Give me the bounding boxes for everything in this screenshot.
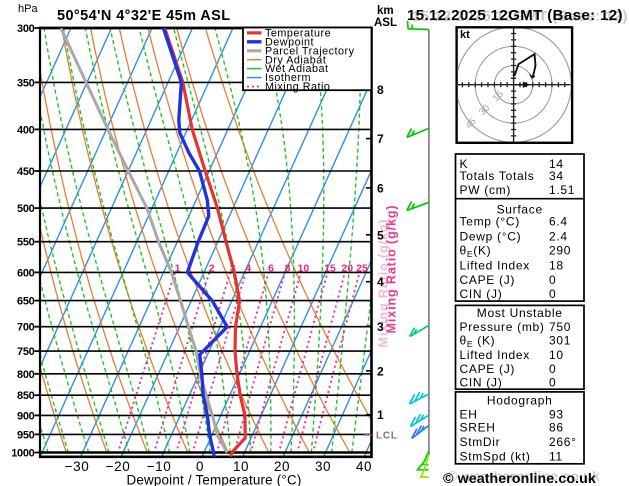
- svg-text:650: 650: [17, 296, 35, 308]
- svg-text:kt: kt: [460, 29, 470, 41]
- svg-text:LCL: LCL: [376, 431, 398, 442]
- svg-text:750: 750: [549, 320, 571, 334]
- svg-text:0: 0: [549, 287, 556, 301]
- svg-text:15.12.2025 12GMT (Base: 12): 15.12.2025 12GMT (Base: 12): [407, 7, 623, 24]
- svg-text:Mixing Ratio (g/kg): Mixing Ratio (g/kg): [385, 205, 399, 334]
- svg-text:Mixing Ratio: Mixing Ratio: [265, 81, 330, 93]
- svg-text:450: 450: [17, 166, 35, 178]
- svg-text:40: 40: [356, 459, 372, 474]
- svg-text:301: 301: [549, 333, 571, 347]
- svg-text:11: 11: [549, 449, 563, 463]
- svg-text:CAPE (J): CAPE (J): [460, 273, 516, 287]
- svg-text:350: 350: [17, 77, 35, 89]
- svg-text:θE(K): θE(K): [460, 244, 492, 260]
- svg-text:850: 850: [17, 390, 35, 402]
- svg-text:6: 6: [268, 263, 274, 275]
- svg-text:1000: 1000: [11, 448, 34, 460]
- svg-text:EH: EH: [460, 407, 478, 421]
- svg-text:hPa: hPa: [18, 3, 38, 15]
- svg-text:PW (cm): PW (cm): [460, 183, 512, 197]
- svg-text:CIN (J): CIN (J): [460, 376, 503, 390]
- svg-text:86: 86: [549, 421, 564, 435]
- svg-text:700: 700: [17, 322, 35, 334]
- svg-text:550: 550: [17, 237, 35, 249]
- svg-text:6.4: 6.4: [549, 214, 568, 228]
- svg-text:Temp (°C): Temp (°C): [460, 214, 520, 228]
- svg-text:© weatheronline.co.uk: © weatheronline.co.uk: [447, 469, 600, 485]
- svg-text:−20: −20: [106, 459, 130, 474]
- svg-text:4: 4: [377, 275, 384, 289]
- svg-text:750: 750: [17, 346, 35, 358]
- svg-text:18: 18: [549, 258, 564, 272]
- svg-text:15.12.2025 12GMT (Base: 12): 15.12.2025 12GMT (Base: 12): [412, 8, 628, 25]
- svg-text:2.4: 2.4: [549, 230, 568, 244]
- svg-text:ASL: ASL: [374, 17, 397, 29]
- svg-text:50°54'N 4°32'E 45m ASL: 50°54'N 4°32'E 45m ASL: [57, 8, 230, 24]
- svg-text:1: 1: [377, 408, 384, 422]
- svg-text:5: 5: [377, 228, 384, 242]
- svg-text:8: 8: [285, 263, 291, 275]
- svg-text:Temperature: Temperature: [265, 28, 331, 40]
- svg-text:300: 300: [17, 23, 35, 35]
- svg-text:CIN (J): CIN (J): [460, 287, 503, 301]
- svg-text:Dry Adiabat: Dry Adiabat: [265, 54, 326, 66]
- svg-text:Dewpoint: Dewpoint: [265, 36, 314, 48]
- svg-text:7: 7: [377, 132, 384, 146]
- svg-text:15: 15: [324, 263, 336, 275]
- svg-text:Mixing Ratio (g/kg): Mixing Ratio (g/kg): [377, 219, 391, 348]
- svg-text:25: 25: [356, 263, 368, 275]
- svg-text:290: 290: [549, 244, 571, 258]
- svg-text:34: 34: [549, 169, 564, 183]
- svg-text:Most Unstable: Most Unstable: [477, 306, 563, 320]
- svg-text:CAPE (J): CAPE (J): [460, 362, 516, 376]
- svg-text:3: 3: [377, 320, 384, 334]
- svg-text:StmSpd (kt): StmSpd (kt): [460, 449, 531, 463]
- svg-text:10: 10: [549, 348, 564, 362]
- svg-text:−30: −30: [65, 459, 89, 474]
- svg-text:Parcel Trajectory: Parcel Trajectory: [265, 45, 355, 57]
- svg-text:Pressure (mb): Pressure (mb): [460, 320, 545, 334]
- svg-text:0: 0: [549, 376, 556, 390]
- svg-text:400: 400: [17, 124, 35, 136]
- svg-text:Dewp (°C): Dewp (°C): [460, 230, 522, 244]
- svg-text:Dewpoint / Temperature (°C): Dewpoint / Temperature (°C): [127, 473, 302, 486]
- svg-text:K: K: [460, 157, 469, 171]
- svg-text:950: 950: [17, 429, 35, 441]
- svg-text:0: 0: [196, 459, 204, 474]
- svg-text:30: 30: [315, 459, 331, 474]
- svg-text:0: 0: [549, 362, 556, 376]
- svg-text:Wet Adiabat: Wet Adiabat: [265, 63, 329, 75]
- svg-text:2: 2: [377, 364, 384, 378]
- svg-text:1: 1: [175, 263, 181, 275]
- svg-text:900: 900: [17, 410, 35, 422]
- svg-text:14: 14: [549, 157, 564, 171]
- svg-text:10: 10: [298, 263, 310, 275]
- svg-text:1.51: 1.51: [549, 183, 575, 197]
- svg-text:Surface: Surface: [497, 203, 543, 217]
- svg-text:Isotherm: Isotherm: [265, 72, 311, 84]
- svg-text:20: 20: [274, 459, 290, 474]
- svg-text:−10: −10: [147, 459, 171, 474]
- svg-text:266°: 266°: [549, 435, 577, 449]
- svg-text:500: 500: [17, 203, 35, 215]
- svg-text:km: km: [377, 5, 394, 17]
- svg-text:Lifted Index: Lifted Index: [460, 348, 530, 362]
- svg-text:Totals Totals: Totals Totals: [460, 169, 535, 183]
- svg-text:93: 93: [549, 407, 564, 421]
- svg-text:SREH: SREH: [460, 421, 496, 435]
- svg-text:0: 0: [549, 273, 556, 287]
- svg-text:6: 6: [377, 181, 384, 195]
- svg-text:© weatheronline.co.uk: © weatheronline.co.uk: [443, 471, 596, 486]
- svg-text:4: 4: [245, 263, 251, 275]
- svg-text:8: 8: [377, 83, 384, 97]
- svg-text:800: 800: [17, 369, 35, 381]
- svg-text:20: 20: [341, 263, 353, 275]
- svg-text:600: 600: [17, 267, 35, 279]
- svg-text:10: 10: [233, 459, 249, 474]
- svg-text:2: 2: [209, 263, 215, 275]
- svg-text:Hodograph: Hodograph: [487, 394, 553, 408]
- svg-text:StmDir: StmDir: [460, 435, 501, 449]
- svg-text:Lifted Index: Lifted Index: [460, 258, 530, 272]
- svg-text:θE (K): θE (K): [460, 333, 496, 349]
